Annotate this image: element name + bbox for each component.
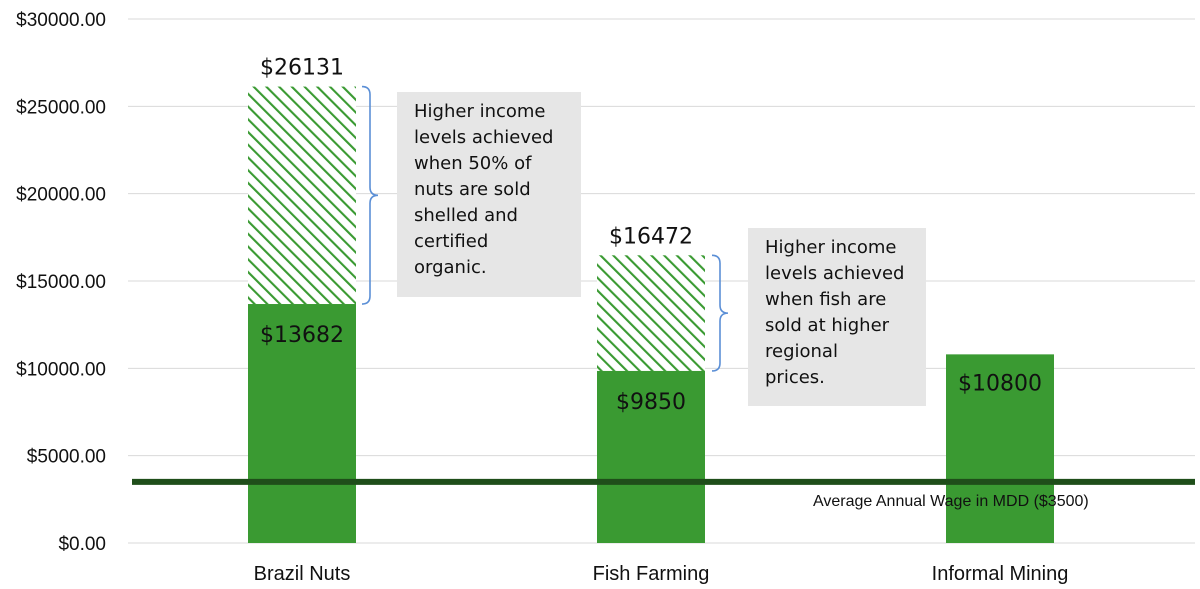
callout-text-line: Higher income bbox=[765, 237, 897, 258]
reference-line-label: Average Annual Wage in MDD ($3500) bbox=[813, 493, 1089, 510]
callout-text-line: sold at higher bbox=[765, 315, 890, 336]
reference-line-group: Average Annual Wage in MDD ($3500) bbox=[132, 478, 1195, 510]
bar-high-segment bbox=[597, 255, 705, 371]
callout-text-line: when 50% of bbox=[414, 153, 532, 174]
bar-base-segment bbox=[946, 354, 1054, 543]
y-tick-label: $10000.00 bbox=[16, 359, 106, 380]
callout-text-line: shelled and bbox=[414, 205, 518, 226]
category-labels: Brazil Nuts Fish Farming Informal Mining bbox=[254, 563, 1069, 585]
category-label: Fish Farming bbox=[593, 563, 710, 585]
callout-text-line: levels achieved bbox=[765, 263, 904, 284]
y-tick-label: $25000.00 bbox=[16, 97, 106, 118]
category-label: Brazil Nuts bbox=[254, 563, 351, 585]
y-tick-label: $30000.00 bbox=[16, 10, 106, 31]
bar-high-segment bbox=[248, 86, 356, 305]
y-axis-tick-labels: $0.00 $5000.00 $10000.00 $15000.00 $20000.00… bbox=[16, 10, 106, 555]
callout-text-line: prices. bbox=[765, 367, 825, 388]
data-label-base: $9850 bbox=[616, 390, 686, 415]
callout-box bbox=[748, 228, 926, 406]
callout: Higher income levels achieved when fish ar… bbox=[711, 228, 926, 406]
callout-text-line: certified bbox=[414, 231, 488, 252]
category-label: Informal Mining bbox=[932, 563, 1069, 585]
data-labels: $26131 $13682 $16472 $9850 $10800 bbox=[260, 56, 1042, 415]
data-label-high: $16472 bbox=[609, 224, 693, 249]
y-tick-label: $20000.00 bbox=[16, 185, 106, 206]
bar-base-segment bbox=[248, 304, 356, 543]
callout-text-line: nuts are sold bbox=[414, 179, 531, 200]
callout-text-line: when fish are bbox=[765, 289, 886, 310]
callouts: Higher income levels achieved when 50% of n… bbox=[361, 85, 926, 406]
curly-bracket bbox=[361, 85, 379, 305]
y-tick-label: $5000.00 bbox=[27, 447, 106, 468]
callout-box bbox=[397, 92, 581, 297]
callout-text-line: regional bbox=[765, 341, 838, 362]
y-tick-label: $0.00 bbox=[58, 534, 106, 555]
callout-text-line: Higher income bbox=[414, 101, 546, 122]
callout: Higher income levels achieved when 50% of n… bbox=[361, 85, 581, 305]
data-label-base: $10800 bbox=[958, 371, 1042, 396]
curly-bracket bbox=[711, 254, 729, 372]
y-tick-label: $15000.00 bbox=[16, 272, 106, 293]
bar-base-segment bbox=[597, 370, 705, 543]
callout-text-line: organic. bbox=[414, 257, 487, 278]
callout-text-line: levels achieved bbox=[414, 127, 553, 148]
data-label-base: $13682 bbox=[260, 323, 344, 348]
data-label-high: $26131 bbox=[260, 56, 344, 81]
bars bbox=[248, 86, 1054, 543]
